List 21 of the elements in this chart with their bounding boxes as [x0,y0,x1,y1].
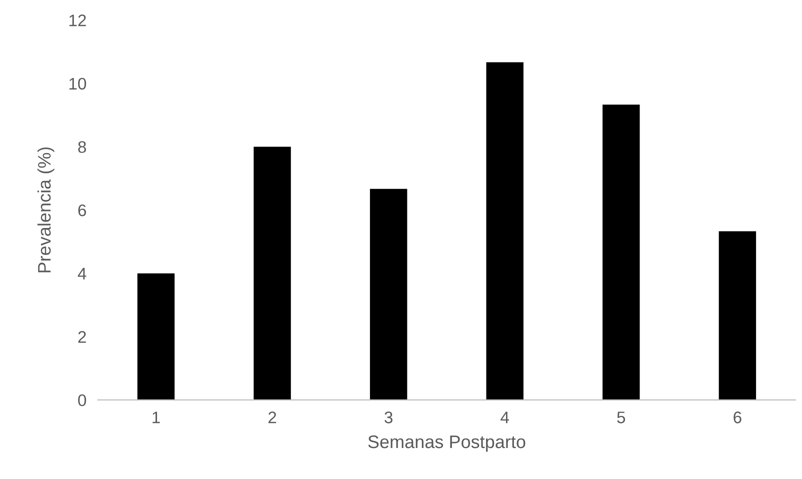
y-tick-label: 8 [78,141,86,153]
bar [486,62,524,400]
y-tick-label: 6 [78,204,86,216]
y-tick-label: 10 [69,78,86,90]
x-tick-label: 2 [268,412,276,424]
bar [370,188,408,400]
bar [602,104,640,400]
x-tick-label: 3 [384,412,392,424]
y-axis-title: Prevalencia (%) [37,147,54,272]
x-tick-label: 4 [500,412,510,424]
y-tick-label: 4 [78,268,86,280]
x-tick-label: 6 [734,412,742,424]
x-axis-title: Semanas Postparto [368,435,526,452]
y-tick-label: 2 [78,331,86,343]
x-tick-label: 1 [152,412,160,424]
y-tick-label: 0 [78,394,86,406]
bar [254,146,291,400]
y-tick-label: 12 [69,14,86,26]
x-tick-label: 5 [617,412,626,424]
bar [718,231,756,400]
bar [137,273,175,400]
